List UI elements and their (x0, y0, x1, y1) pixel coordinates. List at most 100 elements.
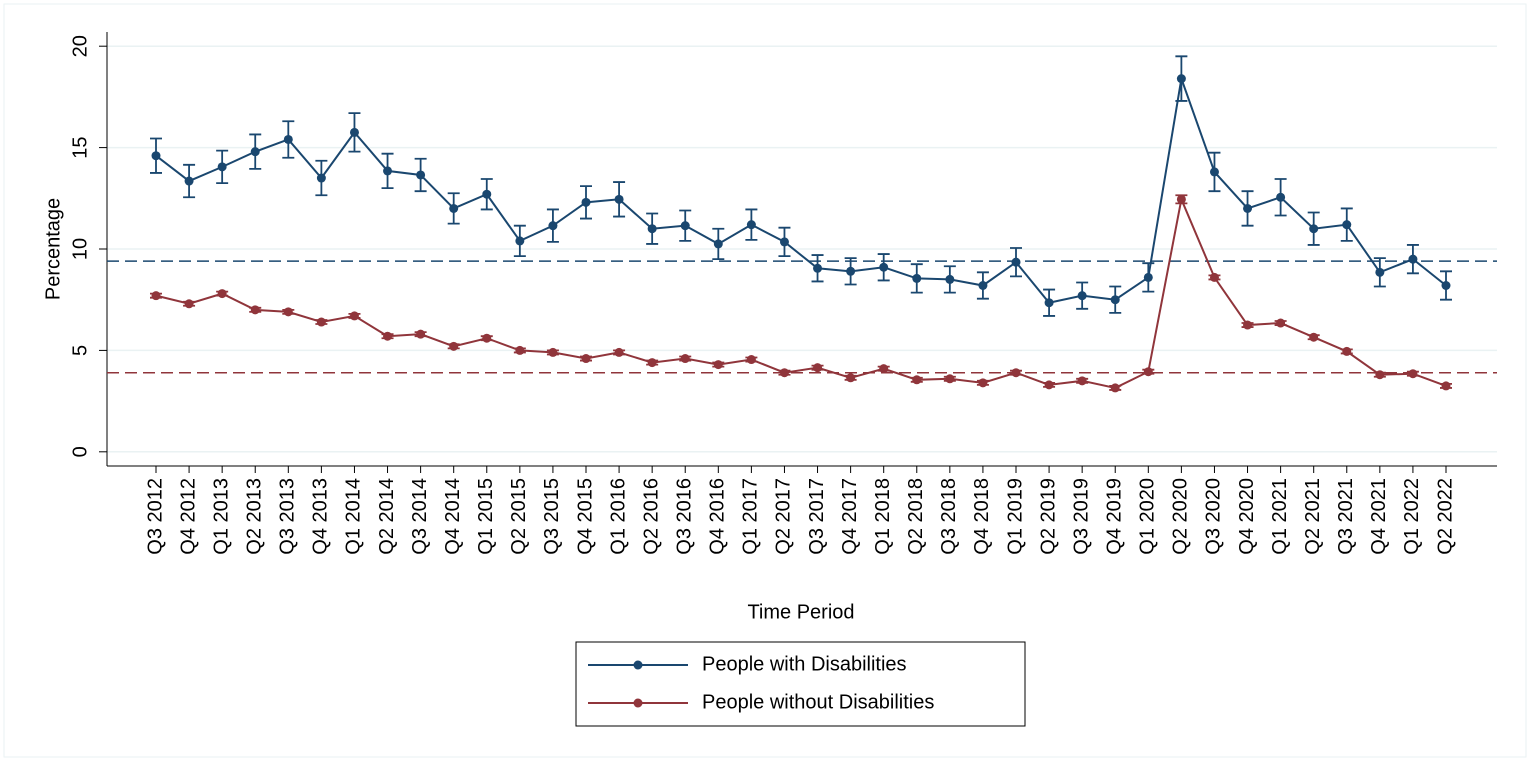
point (1209, 272, 1219, 282)
point (482, 333, 492, 343)
point (1143, 272, 1153, 282)
x-tick-label: Q1 2015 (475, 478, 497, 555)
point (283, 307, 293, 317)
point (1243, 203, 1253, 213)
point (383, 331, 393, 341)
point (383, 166, 393, 176)
point (879, 262, 889, 272)
y-tick-label: 10 (69, 238, 91, 260)
point (1044, 380, 1054, 390)
x-tick-label: Q3 2018 (938, 478, 960, 555)
legend-marker (633, 660, 643, 670)
x-tick-label: Q4 2019 (1104, 478, 1126, 555)
x-tick-label: Q4 2015 (574, 478, 596, 555)
x-tick-label: Q2 2021 (1302, 478, 1324, 555)
point (1375, 370, 1385, 380)
series-line (155, 195, 1447, 389)
point (416, 170, 426, 180)
x-tick-label: Q3 2014 (409, 478, 431, 555)
x-tick-label: Q2 2018 (905, 478, 927, 555)
point (1143, 367, 1153, 377)
x-tick-label: Q4 2018 (971, 478, 993, 555)
legend-label: People with Disabilities (702, 653, 907, 675)
point (548, 347, 558, 357)
x-tick-label: Q4 2020 (1236, 478, 1258, 555)
x-tick-label: Q1 2022 (1401, 478, 1423, 555)
point (746, 220, 756, 230)
point (978, 281, 988, 291)
y-tick-label: 15 (69, 136, 91, 158)
point (779, 368, 789, 378)
point (581, 197, 591, 207)
point (250, 147, 260, 157)
point (1441, 281, 1451, 291)
point (349, 311, 359, 321)
point (779, 237, 789, 247)
x-tick-label: Q4 2021 (1368, 478, 1390, 555)
series-line (155, 74, 1447, 304)
point (1375, 267, 1385, 277)
x-tick-label: Q4 2012 (177, 478, 199, 555)
x-tick-label: Q3 2017 (806, 478, 828, 555)
x-tick-label: Q3 2013 (277, 478, 299, 555)
x-axis-title: Time Period (747, 601, 854, 623)
background (3, 3, 1527, 758)
point (1011, 368, 1021, 378)
point (647, 224, 657, 234)
point (1176, 74, 1186, 84)
legend-marker (633, 698, 643, 708)
x-tick-label: Q1 2020 (1137, 478, 1159, 555)
point (912, 375, 922, 385)
x-tick-label: Q2 2020 (1170, 478, 1192, 555)
point (1441, 381, 1451, 391)
point (614, 347, 624, 357)
x-tick-label: Q1 2017 (740, 478, 762, 555)
point (680, 354, 690, 364)
point (1176, 194, 1186, 204)
point (1276, 318, 1286, 328)
point (151, 151, 161, 161)
legend-label: People without Disabilities (702, 691, 934, 713)
x-tick-label: Q2 2017 (773, 478, 795, 555)
point (1309, 224, 1319, 234)
x-tick-label: Q4 2017 (839, 478, 861, 555)
point (680, 221, 690, 231)
x-tick-label: Q2 2014 (376, 478, 398, 555)
point (1408, 254, 1418, 264)
point (813, 263, 823, 273)
x-tick-label: Q1 2019 (1004, 478, 1026, 555)
point (813, 363, 823, 373)
point (283, 134, 293, 144)
x-tick-label: Q4 2013 (310, 478, 332, 555)
point (713, 239, 723, 249)
x-tick-label: Q1 2021 (1269, 478, 1291, 555)
point (978, 378, 988, 388)
point (250, 305, 260, 315)
x-tick-label: Q3 2015 (541, 478, 563, 555)
point (1342, 220, 1352, 230)
x-tick-label: Q3 2012 (144, 478, 166, 555)
point (879, 364, 889, 374)
point (1276, 192, 1286, 202)
point (151, 291, 161, 301)
point (1408, 369, 1418, 379)
point (449, 203, 459, 213)
point (912, 273, 922, 283)
x-tick-label: Q4 2014 (442, 478, 464, 555)
point (316, 317, 326, 327)
point (1011, 257, 1021, 267)
point (217, 162, 227, 172)
point (515, 345, 525, 355)
point (316, 173, 326, 183)
point (1243, 320, 1253, 330)
point (1342, 346, 1352, 356)
x-tick-label: Q2 2019 (1037, 478, 1059, 555)
x-tick-label: Q3 2021 (1335, 478, 1357, 555)
x-tick-label: Q4 2016 (707, 478, 729, 555)
point (846, 373, 856, 383)
x-tick-label: Q1 2013 (210, 478, 232, 555)
point (581, 354, 591, 364)
point (1209, 167, 1219, 177)
point (846, 266, 856, 276)
